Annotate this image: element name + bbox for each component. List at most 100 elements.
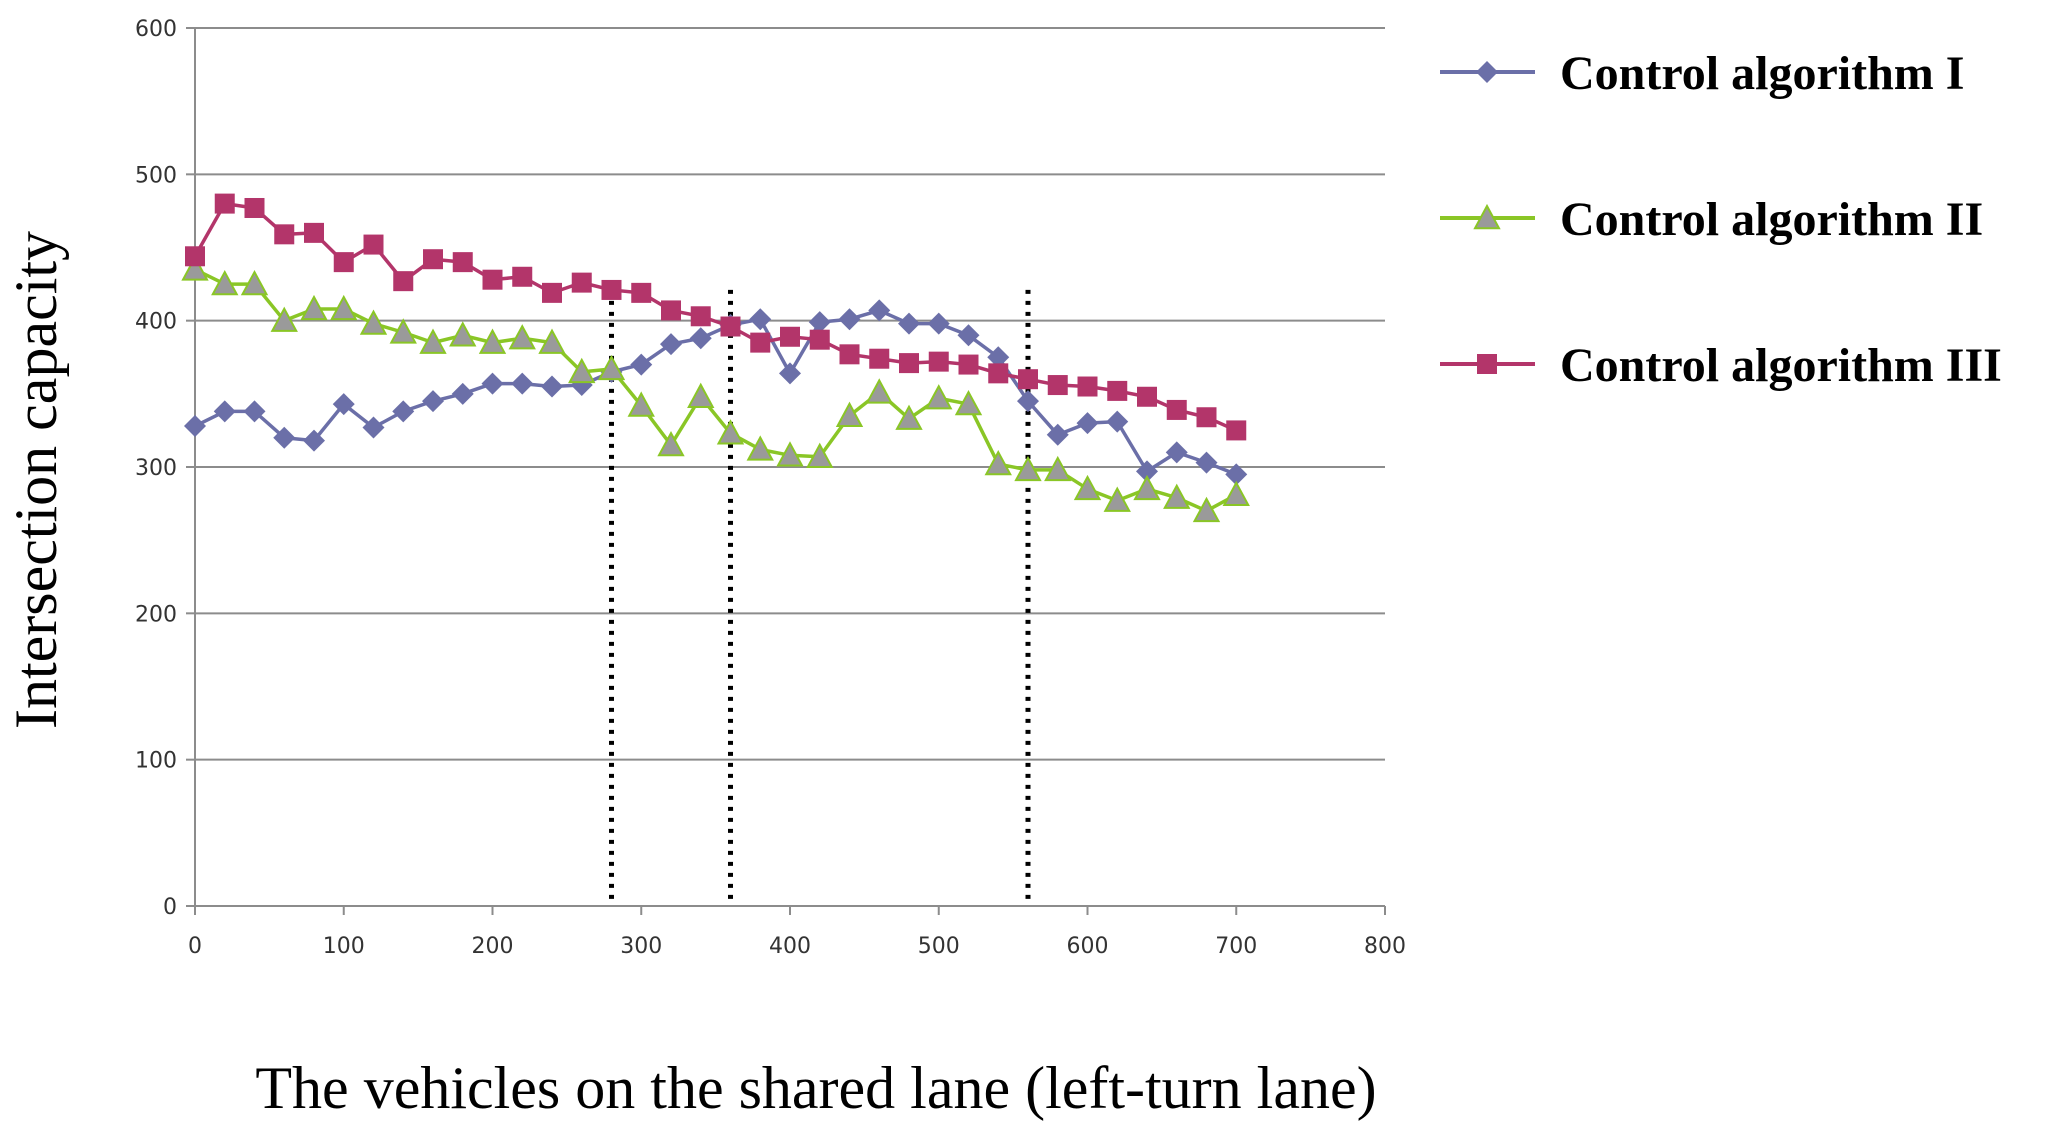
data-point xyxy=(449,321,477,347)
legend-label: Control algorithm III xyxy=(1560,339,2002,392)
data-point xyxy=(865,378,893,404)
data-point xyxy=(243,400,266,423)
data-point xyxy=(568,357,596,384)
data-point xyxy=(1225,463,1248,486)
data-point xyxy=(1018,369,1038,390)
y-tick-label: 600 xyxy=(135,17,177,42)
axes: 0 100 200 300 400 500 600 0 100 200 300 400 500 600 70… xyxy=(135,17,1406,959)
data-point xyxy=(419,328,447,354)
data-point xyxy=(835,401,864,427)
series-3 xyxy=(185,193,1247,441)
data-point xyxy=(660,333,682,356)
data-point xyxy=(332,393,355,416)
data-point xyxy=(303,429,325,452)
legend-marker xyxy=(1473,203,1501,230)
data-point xyxy=(1165,441,1188,464)
x-tick-label: 700 xyxy=(1215,934,1257,959)
data-point xyxy=(630,353,653,376)
legend-entry-1: Control algorithm I xyxy=(1440,47,1964,100)
series-2 xyxy=(181,255,1250,523)
data-point xyxy=(954,389,983,416)
data-point xyxy=(1195,451,1218,474)
data-point xyxy=(1044,455,1072,482)
y-tick-label: 0 xyxy=(163,895,177,920)
data-point xyxy=(1222,480,1250,507)
data-point xyxy=(213,400,236,423)
x-tick-label: 800 xyxy=(1364,934,1406,959)
data-point xyxy=(987,346,1010,369)
data-point xyxy=(478,328,507,354)
data-point xyxy=(687,382,715,408)
x-tick-label: 500 xyxy=(918,934,960,959)
data-point xyxy=(214,193,235,214)
x-tick-label: 400 xyxy=(769,934,811,959)
data-point xyxy=(1136,460,1158,483)
data-point xyxy=(601,279,622,300)
data-point xyxy=(451,382,474,405)
data-point xyxy=(508,324,536,350)
data-point xyxy=(423,249,443,270)
data-point xyxy=(746,435,774,461)
data-point xyxy=(1107,380,1128,401)
data-point xyxy=(1077,376,1098,397)
data-point xyxy=(389,318,417,344)
data-point xyxy=(244,197,265,218)
data-point xyxy=(304,222,324,243)
data-point xyxy=(749,308,772,331)
data-point xyxy=(538,328,566,354)
data-point xyxy=(1137,386,1157,407)
data-point xyxy=(808,311,831,334)
data-point xyxy=(184,415,206,438)
data-point xyxy=(1226,420,1247,441)
data-point xyxy=(957,324,980,347)
data-point xyxy=(300,294,328,321)
data-point xyxy=(273,426,296,449)
data-point xyxy=(422,390,444,413)
data-point xyxy=(541,375,563,398)
x-tick-label: 300 xyxy=(620,934,662,959)
data-point xyxy=(716,419,745,445)
legend-marker xyxy=(1477,354,1497,374)
x-tick-label: 100 xyxy=(323,934,365,959)
data-point xyxy=(1014,455,1042,482)
data-point xyxy=(958,354,979,375)
data-point xyxy=(333,252,354,273)
data-point xyxy=(1133,474,1161,501)
data-point xyxy=(270,306,298,332)
data-point xyxy=(1076,412,1099,435)
data-point xyxy=(898,312,920,335)
legend-marker xyxy=(1476,61,1498,83)
data-point xyxy=(1106,410,1129,433)
data-point xyxy=(776,441,804,467)
data-point xyxy=(869,348,890,369)
legend-label: Control algorithm II xyxy=(1560,193,1983,246)
data-point xyxy=(925,384,953,410)
y-axis-title: Intersection capacity xyxy=(3,231,69,729)
grid-layer xyxy=(195,27,1385,761)
data-point xyxy=(779,362,801,385)
data-point xyxy=(511,372,534,395)
data-point xyxy=(362,416,385,439)
data-point xyxy=(181,255,209,281)
data-point xyxy=(1073,474,1102,501)
data-point xyxy=(185,246,205,267)
data-point xyxy=(1166,399,1187,420)
data-point xyxy=(1192,496,1221,523)
data-point xyxy=(631,282,652,303)
data-point xyxy=(984,449,1012,476)
data-point xyxy=(689,327,712,350)
x-axis-title: The vehicles on the shared lane (left-tu… xyxy=(255,1055,1376,1121)
data-point xyxy=(806,442,834,468)
y-tick-label: 300 xyxy=(135,456,177,481)
data-point xyxy=(1017,390,1039,413)
data-point xyxy=(1046,423,1069,446)
data-point xyxy=(720,316,741,337)
data-point xyxy=(211,269,239,296)
data-point xyxy=(690,306,711,327)
legend-label: Control algorithm I xyxy=(1560,47,1964,100)
data-point xyxy=(571,272,592,293)
data-point xyxy=(899,353,919,374)
data-point xyxy=(750,332,771,353)
data-point xyxy=(392,400,415,423)
